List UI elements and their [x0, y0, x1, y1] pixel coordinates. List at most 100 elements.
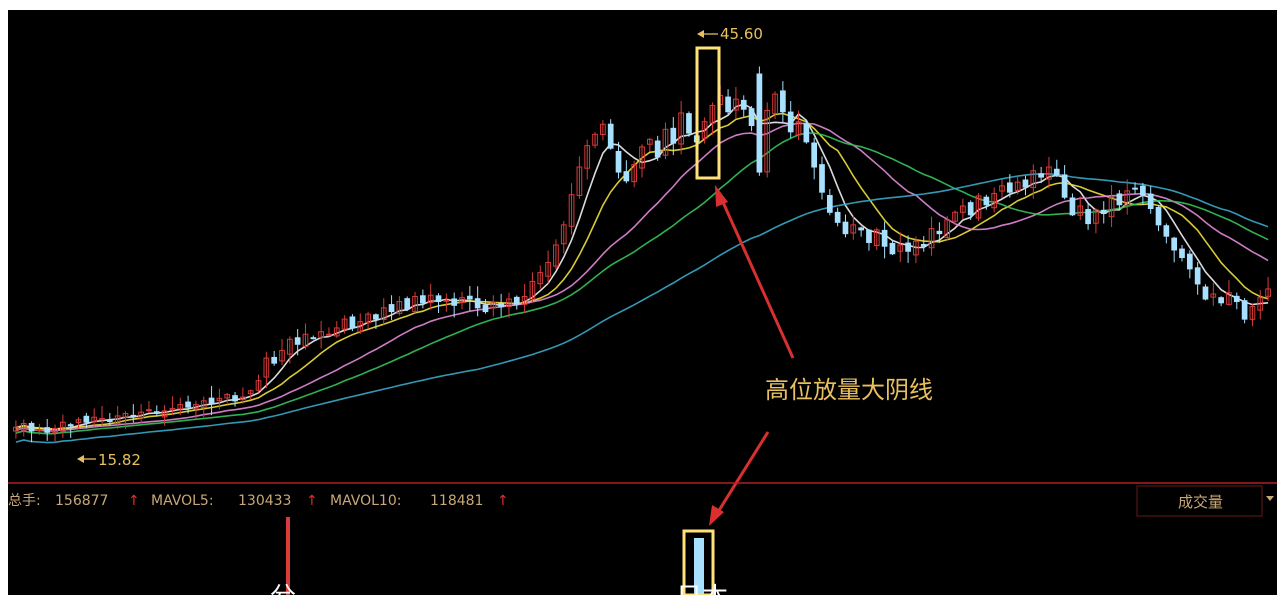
candle-down [834, 211, 841, 223]
low-price-label: 15.82 [98, 451, 141, 469]
candle-up [263, 357, 270, 378]
mavol10-label: MAVOL10: [330, 493, 401, 509]
candle-up [1265, 288, 1271, 297]
chart-background [8, 10, 1277, 595]
arrow-to-volume-head [709, 505, 724, 526]
low-marker-arrowhead [77, 455, 84, 463]
volume-bar-highlighted [694, 538, 704, 595]
candle-down [1194, 267, 1201, 285]
candle-up [850, 224, 857, 234]
candle-down [482, 304, 489, 313]
annotation-label: 高位放量大阴线 [765, 376, 933, 404]
candle-up [247, 390, 254, 395]
candle-up [216, 397, 223, 402]
annotation-arrows [709, 185, 795, 526]
candle-down [404, 298, 411, 310]
candle-down [271, 356, 278, 364]
volume-bars [286, 517, 715, 595]
candle-up [678, 112, 684, 145]
candle-up [396, 301, 403, 314]
volume-bar [286, 517, 290, 595]
candle-up [341, 318, 348, 330]
candle-down [513, 296, 520, 305]
candle-up [1077, 205, 1084, 216]
candle-up [960, 205, 966, 213]
candle-up [255, 380, 262, 391]
candle-up [576, 166, 583, 196]
candle-down [780, 90, 786, 113]
candle-up [380, 307, 387, 321]
candle-up [913, 240, 919, 256]
candle-down [748, 108, 755, 127]
candle-down [1100, 209, 1107, 215]
high-price-marker: 45.60 [697, 25, 763, 43]
candle-up [333, 327, 340, 337]
candle-down [373, 314, 379, 320]
candle-down [936, 230, 943, 235]
candle-up [365, 313, 371, 323]
candle-down [1061, 174, 1068, 198]
candle-up [412, 296, 418, 312]
candle-down [28, 422, 35, 432]
candle-up [99, 417, 105, 421]
candle-up [553, 244, 559, 267]
candle-down [83, 415, 90, 423]
candle-up [944, 219, 951, 238]
candle-up [427, 294, 434, 303]
candle-down [811, 142, 818, 168]
indicator-selector-label: 成交量 [1178, 493, 1223, 511]
candle-up [639, 146, 645, 169]
candle-down [920, 243, 927, 247]
candle-down [725, 96, 731, 113]
arrow-to-volume-line [716, 431, 770, 513]
arrow-to-candle-line [720, 199, 795, 359]
candle-up [13, 426, 19, 432]
cutoff-glyphs: 兮 日本 [270, 583, 728, 595]
candle-up [193, 404, 199, 410]
candle-up [529, 280, 536, 300]
candle-down [388, 304, 395, 313]
candle-up [1226, 292, 1232, 305]
candle-down [983, 196, 990, 206]
indicator-selector-box[interactable] [1136, 485, 1263, 517]
candle-up [200, 400, 207, 408]
high-price-label: 45.60 [720, 25, 763, 43]
candle-up [952, 211, 958, 222]
candle-up [52, 428, 58, 433]
candle-up [286, 338, 293, 355]
candle-down [67, 424, 74, 427]
candle-down [1038, 173, 1044, 178]
candle-up [560, 224, 567, 245]
candle-down [1186, 253, 1193, 270]
candle-down [623, 171, 630, 182]
candle-up [545, 262, 551, 277]
candle-down [208, 397, 215, 404]
candle-down [1069, 197, 1076, 216]
candle-down [1218, 297, 1224, 304]
candle-up [568, 194, 575, 227]
candle-down [1140, 185, 1146, 196]
indicator-selector[interactable]: 成交量 [1136, 485, 1274, 517]
candle-up [1124, 190, 1131, 207]
candle-down [670, 127, 677, 144]
candle-down [787, 111, 794, 133]
candle-up [928, 228, 935, 249]
high-marker-arrowhead [697, 30, 704, 38]
cutoff-glyph: 兮 [270, 583, 296, 595]
chevron-down-icon[interactable] [1266, 496, 1274, 501]
candle-up [1014, 181, 1021, 191]
candle-down [615, 150, 622, 173]
candle-down [1179, 248, 1185, 259]
candle-up [138, 411, 144, 419]
ma30-line [15, 132, 1269, 435]
candle-up [584, 145, 591, 169]
candle-down [905, 242, 911, 252]
candle-up [646, 138, 653, 145]
candle-down [44, 427, 51, 433]
candle-up [662, 128, 669, 156]
candle-up [506, 298, 512, 308]
total-volume-value: 156877 [55, 493, 108, 509]
volume-panel-header: 总手: 156877 ↑ MAVOL5: 130433 ↑ MAVOL10: 1… [8, 493, 509, 509]
candle-down [310, 337, 317, 340]
candle-down [756, 73, 763, 173]
